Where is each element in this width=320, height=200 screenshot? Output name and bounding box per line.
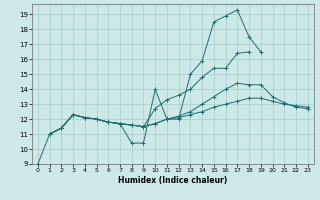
X-axis label: Humidex (Indice chaleur): Humidex (Indice chaleur) xyxy=(118,176,228,185)
